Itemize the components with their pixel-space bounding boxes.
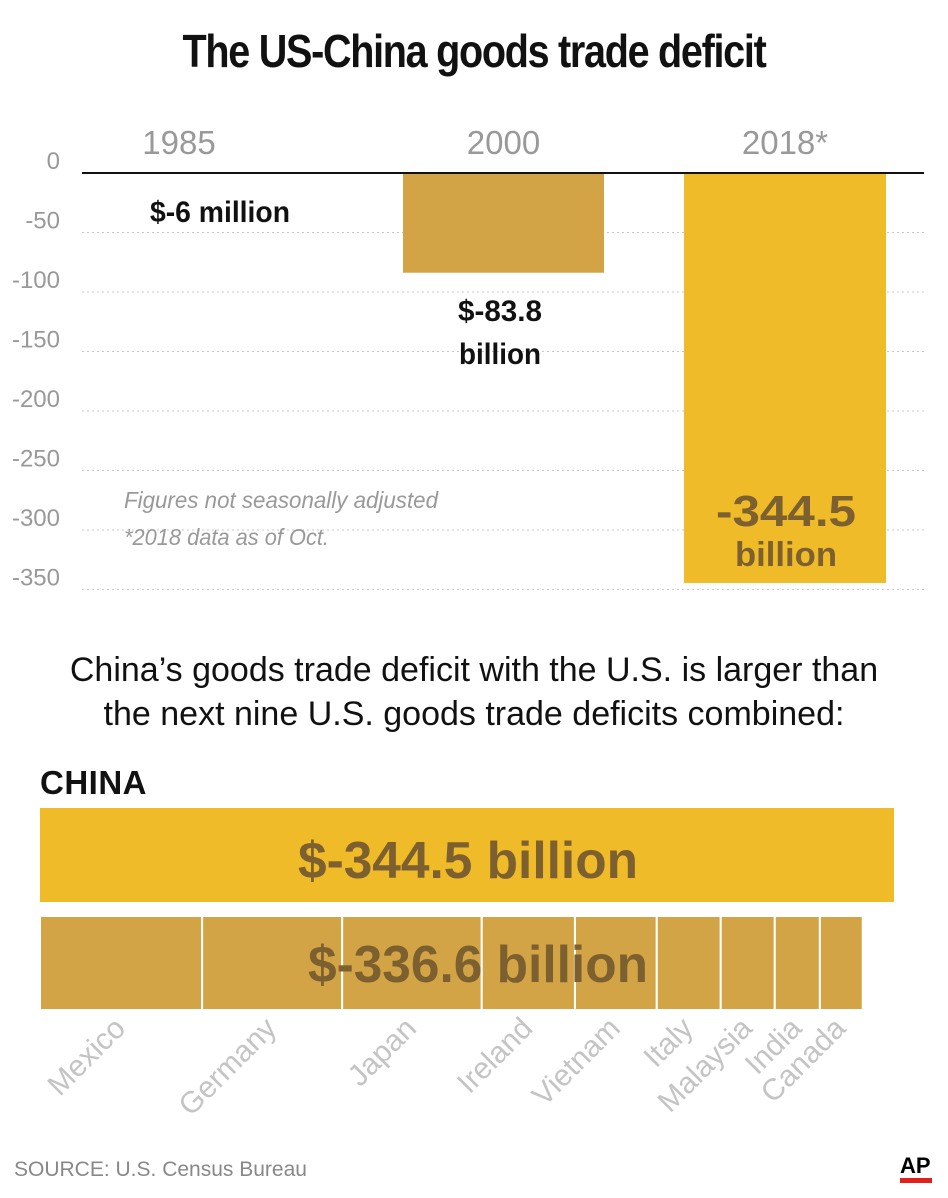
y-tick-label: -50 bbox=[25, 208, 60, 235]
subtitle-line-2: the next nine U.S. goods trade deficits … bbox=[103, 695, 845, 733]
y-tick-label: 0 bbox=[47, 148, 60, 175]
data-label: $-6 million bbox=[150, 196, 290, 229]
y-tick-label: -300 bbox=[12, 505, 60, 532]
bottom-chart-labels: $-344.5 billion $-336.6 billion bbox=[298, 832, 648, 994]
country-segment-india bbox=[773, 915, 821, 1011]
data-label: billion bbox=[459, 338, 541, 371]
x-tick-label: 2018* bbox=[742, 124, 828, 161]
country-label: Ireland bbox=[451, 1012, 539, 1100]
combined-value-label: $-336.6 billion bbox=[308, 936, 648, 994]
y-tick-label: -350 bbox=[12, 565, 60, 592]
note: Figures not seasonally adjusted bbox=[124, 487, 439, 513]
country-label: Mexico bbox=[41, 1012, 132, 1103]
country-segment-germany bbox=[201, 915, 344, 1011]
country-segment-canada bbox=[818, 915, 864, 1011]
ap-logo-red-bar bbox=[900, 1178, 932, 1183]
x-tick-label: 1985 bbox=[142, 124, 215, 161]
note: *2018 data as of Oct. bbox=[124, 524, 329, 550]
x-tick-label: 2000 bbox=[467, 124, 540, 161]
china-label: CHINA bbox=[40, 764, 147, 801]
ap-logo: AP bbox=[900, 1154, 938, 1183]
data-label: billion bbox=[735, 536, 837, 574]
china-bar bbox=[40, 808, 894, 902]
country-label: Japan bbox=[342, 1012, 423, 1093]
top-chart-notes: Figures not seasonally adjusted *2018 dat… bbox=[124, 487, 439, 550]
top-chart-bars bbox=[82, 173, 886, 583]
top-chart-y-ticks: 0 -50 -100 -150 -200 -250 -300 -350 bbox=[12, 148, 60, 592]
data-label: -344.5 bbox=[716, 487, 856, 536]
country-segment-malaysia bbox=[719, 915, 776, 1011]
bottom-chart-bars bbox=[39, 808, 894, 1011]
china-value-label: $-344.5 billion bbox=[298, 832, 638, 890]
country-segment-mexico bbox=[39, 915, 204, 1011]
country-segment-ireland bbox=[480, 915, 576, 1011]
source-note: SOURCE: U.S. Census Bureau bbox=[14, 1158, 307, 1181]
country-label: Vietnam bbox=[526, 1012, 627, 1113]
country-segment-italy bbox=[655, 915, 722, 1011]
ap-logo-text: AP bbox=[900, 1153, 931, 1178]
data-label: $-83.8 bbox=[458, 295, 542, 328]
y-tick-label: -100 bbox=[12, 267, 60, 294]
bar-2018 bbox=[684, 173, 886, 583]
y-tick-label: -200 bbox=[12, 386, 60, 413]
bar-2000 bbox=[403, 173, 604, 273]
y-tick-label: -250 bbox=[12, 446, 60, 473]
chart-title: The US-China goods trade deficit bbox=[182, 25, 767, 77]
comparison-subtitle: China’s goods trade deficit with the U.S… bbox=[0, 648, 948, 736]
y-tick-label: -150 bbox=[12, 327, 60, 354]
subtitle-line-1: China’s goods trade deficit with the U.S… bbox=[69, 651, 879, 689]
top-chart-x-labels: 1985 2000 2018* bbox=[142, 124, 828, 161]
country-label: Germany bbox=[173, 1012, 284, 1123]
